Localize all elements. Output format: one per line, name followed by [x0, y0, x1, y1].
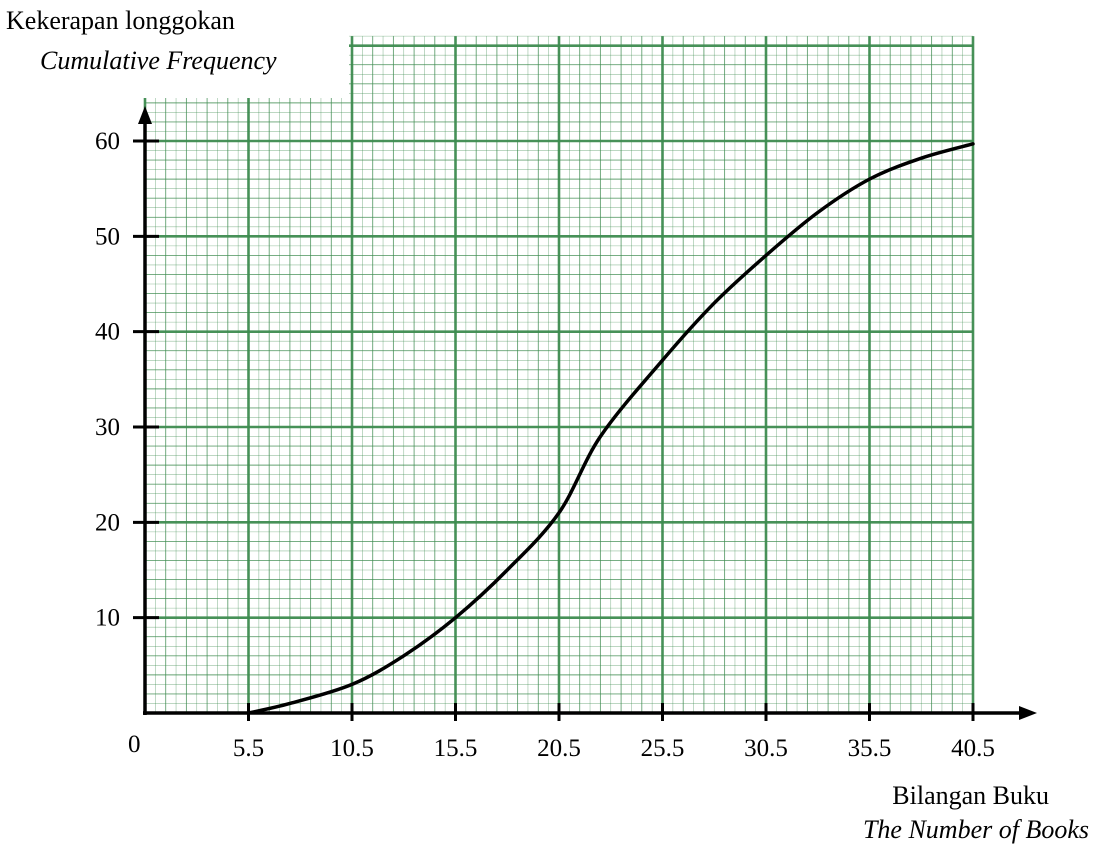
y-tick-label: 30: [95, 414, 120, 441]
x-tick-label: 5.5: [233, 735, 264, 762]
ogive-curve: [246, 142, 975, 715]
y-axis-label-english: Cumulative Frequency: [40, 46, 277, 75]
y-tick-label: 40: [95, 319, 120, 346]
y-axis-label-malay: Kekerapan longgokan: [6, 6, 235, 35]
x-tick-label: 40.5: [951, 735, 995, 762]
x-tick-label: 15.5: [434, 735, 478, 762]
tick-marks: 10 20 30 40 50 60 5.5 10.5 15.5 20.5 25.5 30.5 35.5 4…: [95, 128, 995, 762]
y-tick-label: 10: [95, 605, 120, 632]
x-tick-label: 35.5: [848, 735, 892, 762]
chart-labels: Kekerapan longgokan Cumulative Frequency…: [6, 6, 1089, 844]
x-tick-label: 25.5: [641, 735, 685, 762]
x-axis-label-malay: Bilangan Buku: [892, 781, 1049, 810]
origin-label: 0: [128, 731, 141, 758]
y-tick-label: 20: [95, 509, 120, 536]
x-tick-label: 10.5: [330, 735, 374, 762]
x-tick-label: 30.5: [744, 735, 788, 762]
y-tick-label: 50: [95, 223, 120, 250]
y-axis-arrowhead: [138, 106, 152, 124]
graph-paper-grid: [143, 35, 975, 715]
label-background-mask: [0, 0, 349, 98]
y-tick-label: 60: [95, 128, 120, 155]
x-axis-arrowhead: [1019, 706, 1037, 720]
x-tick-label: 20.5: [537, 735, 581, 762]
cumulative-frequency-curve: [246, 142, 975, 715]
x-axis-label-english: The Number of Books: [863, 815, 1089, 844]
